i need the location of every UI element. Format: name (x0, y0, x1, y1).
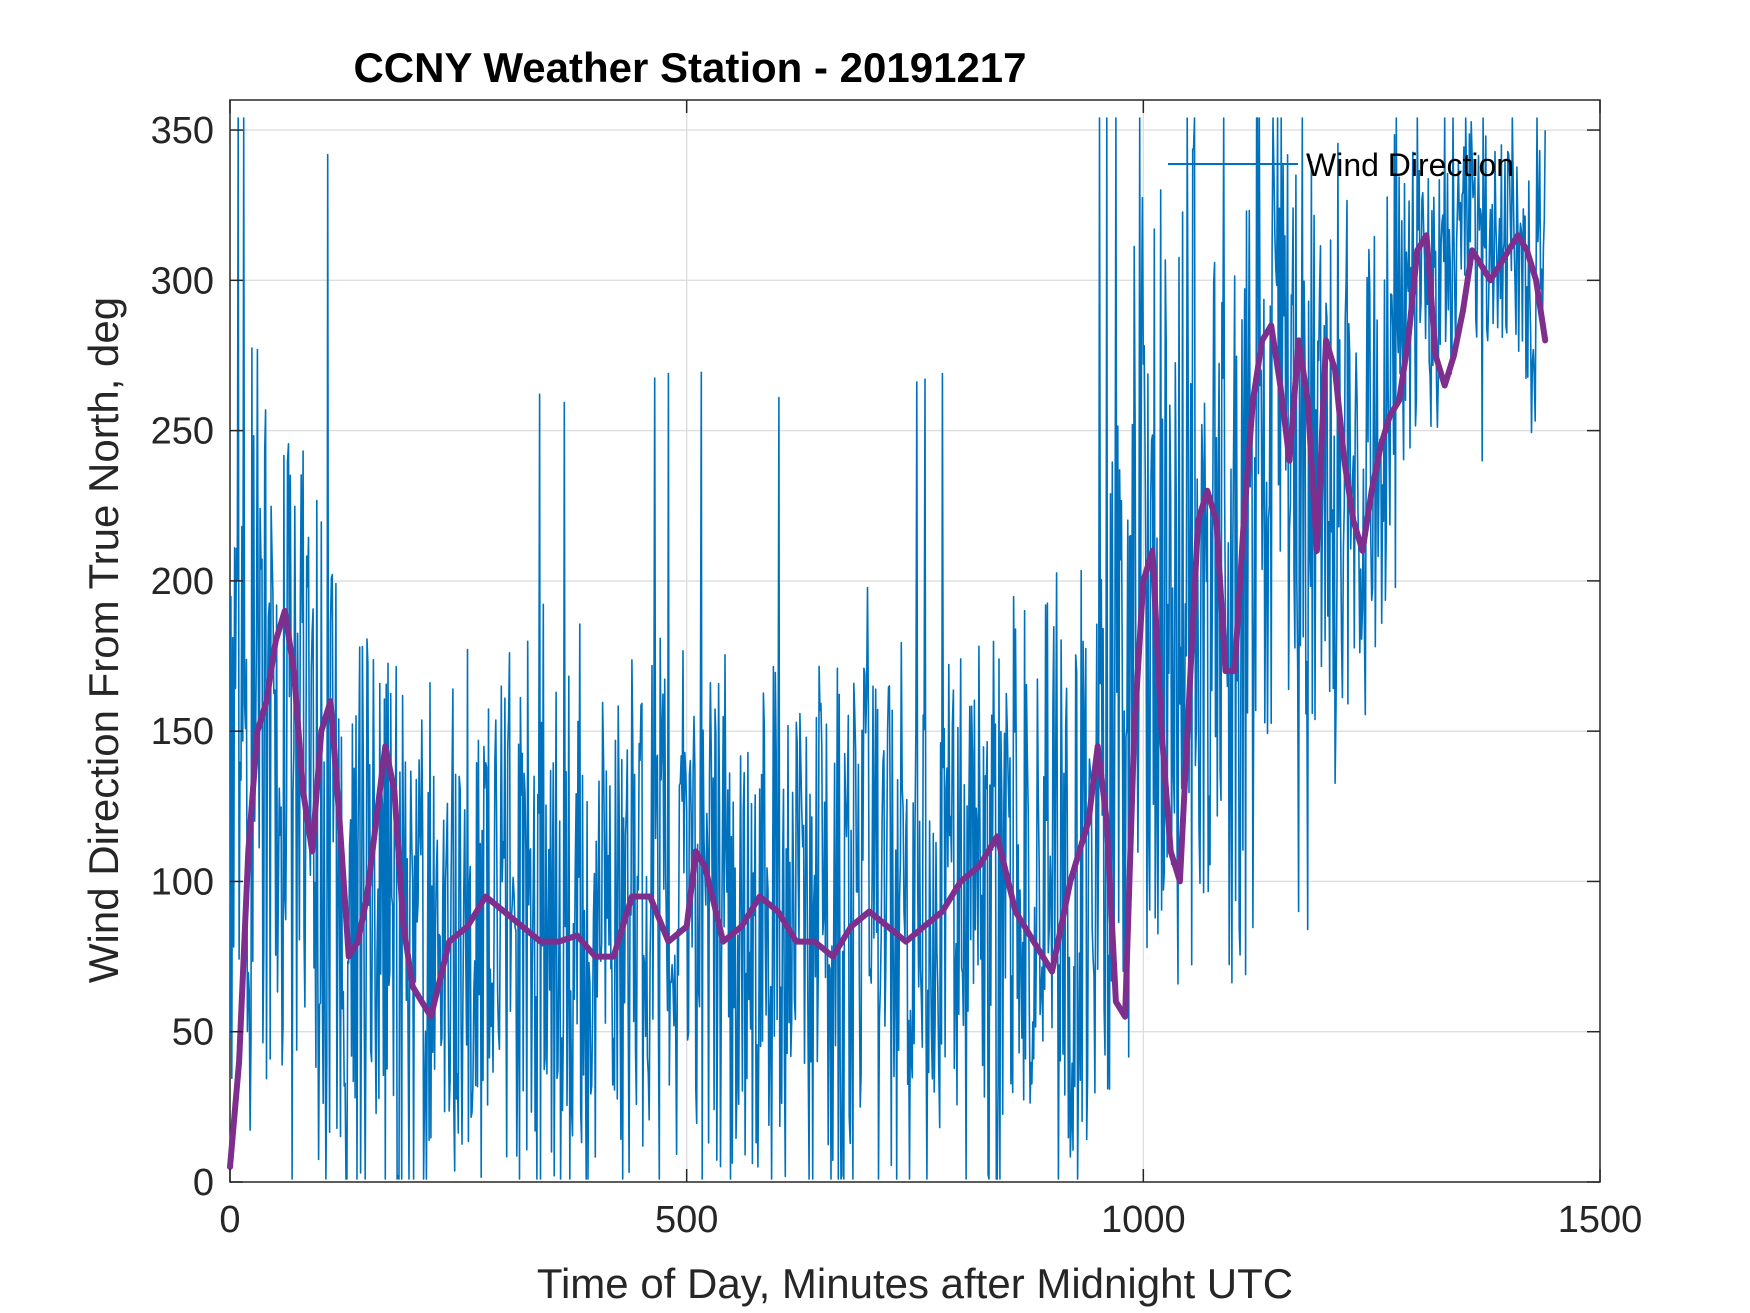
plot-area-border (229, 99, 1601, 1183)
y-tick-label: 350 (151, 110, 214, 152)
y-tick-label: 300 (151, 260, 214, 302)
legend: Wind Direction (1168, 147, 1514, 183)
x-tick-label: 1500 (1558, 1199, 1643, 1241)
y-tick-label: 200 (151, 561, 214, 603)
x-tick-label: 0 (219, 1199, 240, 1241)
y-tick-label: 50 (172, 1012, 214, 1054)
y-tick-label: 100 (151, 861, 214, 903)
y-axis-label: Wind Direction From True North, deg (80, 297, 127, 983)
series-layer (227, 117, 1549, 1180)
y-tick-label: 150 (151, 711, 214, 753)
y-tick-label: 250 (151, 411, 214, 453)
x-tick-label: 1000 (1101, 1199, 1186, 1241)
legend-label-wind-direction: Wind Direction (1306, 147, 1514, 183)
series-line-wind-direction (229, 117, 1546, 1180)
axis-ticks: 0 50 100 150 200 250 300 350 0 500 1000 1500 (151, 100, 1643, 1241)
chart-title: CCNY Weather Station - 20191217 (353, 44, 1026, 91)
series-line-running-mean (227, 232, 1549, 1170)
x-axis-label: Time of Day, Minutes after Midnight UTC (537, 1260, 1293, 1307)
x-tick-label: 500 (655, 1199, 718, 1241)
y-tick-label: 0 (193, 1162, 214, 1204)
